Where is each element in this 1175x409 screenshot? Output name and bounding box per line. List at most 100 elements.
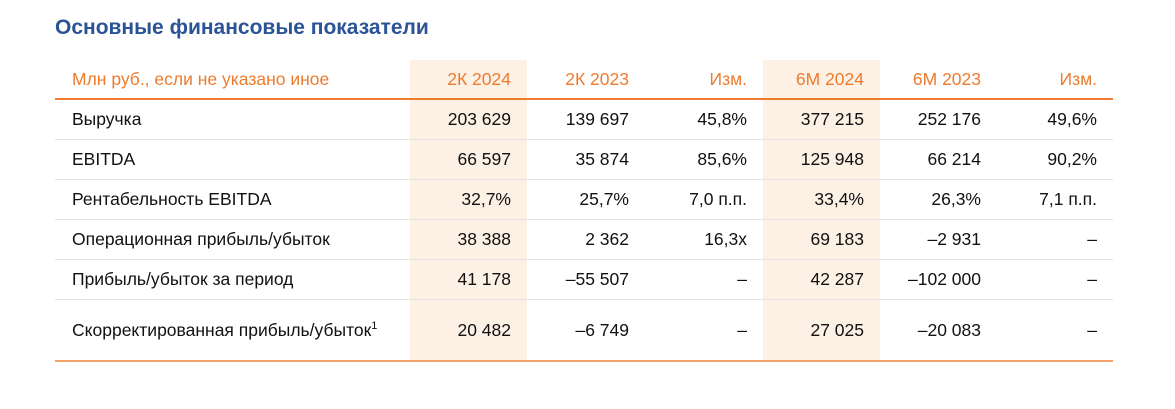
cell-value: 85,6% [645, 139, 763, 180]
cell-text: – [1087, 269, 1097, 289]
title: Основные финансовые показатели [55, 16, 429, 39]
cell-text: 42 287 [810, 269, 864, 289]
cell-text: 20 482 [457, 319, 511, 340]
cell-value: –2 931 [880, 219, 997, 260]
cell-text: Прибыль/убыток за период [72, 269, 294, 289]
cell-text: 139 697 [565, 109, 629, 129]
cell-value: 7,0 п.п. [645, 179, 763, 220]
cell-value: 26,3% [880, 179, 997, 220]
cell-text: EBITDA [72, 149, 136, 169]
cell-value: 25,7% [527, 179, 645, 220]
cell-text: Скорректированная прибыль/убыток [72, 319, 372, 340]
header-row: Млн руб., если не указано иное 2К 2024 2К … [55, 60, 1113, 100]
cell-text: 35 874 [575, 149, 629, 169]
cell-text: 69 183 [810, 229, 864, 249]
cell-value: 27 025 [763, 299, 880, 362]
table-row: Прибыль/убыток за период 41 178 –55 507 – 42… [55, 259, 1113, 300]
cell-text: 32,7% [461, 189, 511, 209]
cell-text: 41 178 [457, 269, 511, 289]
cell-value: 377 215 [763, 99, 880, 140]
table-row: Рентабельность EBITDA 32,7% 25,7% 7,0 п.п. 3… [55, 179, 1113, 220]
column-header: Млн руб., если не указано иное [55, 60, 410, 100]
cell-value: 66 214 [880, 139, 997, 180]
cell-value: 7,1 п.п. [997, 179, 1113, 220]
cell-value: 203 629 [410, 99, 527, 140]
cell-text: – [1087, 229, 1097, 249]
cell-text: –55 507 [565, 269, 629, 289]
table-row: Выручка 203 629 139 697 45,8% 377 215 252 176… [55, 99, 1113, 140]
cell-text: – [737, 319, 747, 340]
cell-value: 35 874 [527, 139, 645, 180]
cell-text: 38 388 [457, 229, 511, 249]
cell-text: 66 214 [927, 149, 981, 169]
cell-value: –102 000 [880, 259, 997, 300]
cell-value: – [997, 259, 1113, 300]
table-row: Скорректированная прибыль/убыток1 20 482 –… [55, 299, 1113, 362]
cell-text: –6 749 [575, 319, 629, 340]
cell-text: –20 083 [917, 319, 981, 340]
cell-value: – [645, 259, 763, 300]
cell-value: 139 697 [527, 99, 645, 140]
cell-text: – [737, 269, 747, 289]
cell-text: 203 629 [447, 109, 511, 129]
cell-text: –2 931 [927, 229, 981, 249]
cell-text: 377 215 [800, 109, 864, 129]
row-label: Выручка [55, 99, 410, 140]
cell-text: Рентабельность EBITDA [72, 189, 272, 209]
cell-value: 2 362 [527, 219, 645, 260]
cell-value: 90,2% [997, 139, 1113, 180]
cell-text: 33,4% [814, 189, 864, 209]
cell-value: 66 597 [410, 139, 527, 180]
cell-value: 69 183 [763, 219, 880, 260]
cell-value: –55 507 [527, 259, 645, 300]
cell-text: 90,2% [1047, 149, 1097, 169]
cell-value: – [645, 299, 763, 362]
cell-value: – [997, 299, 1113, 362]
cell-value: 16,3x [645, 219, 763, 260]
cell-value: 33,4% [763, 179, 880, 220]
cell-value: –20 083 [880, 299, 997, 362]
cell-text: –102 000 [908, 269, 981, 289]
financial-table: Млн руб., если не указано иное 2К 2024 2К … [55, 60, 1113, 362]
table-row: Операционная прибыль/убыток 38 388 2 362 16… [55, 219, 1113, 260]
column-header: 2К 2024 [410, 60, 527, 100]
cell-value: 49,6% [997, 99, 1113, 140]
footnote-mark: 1 [371, 319, 378, 332]
column-header: Изм. [645, 60, 763, 100]
cell-text: 49,6% [1047, 109, 1097, 129]
cell-value: 32,7% [410, 179, 527, 220]
cell-text: 252 176 [917, 109, 981, 129]
cell-text: 26,3% [931, 189, 981, 209]
cell-text: 16,3x [704, 229, 747, 249]
cell-text: 27 025 [810, 319, 864, 340]
cell-value: 20 482 [410, 299, 527, 362]
cell-text: 2 362 [585, 229, 629, 249]
cell-value: 252 176 [880, 99, 997, 140]
cell-text: 7,1 п.п. [1039, 189, 1097, 209]
column-header: 6М 2023 [880, 60, 997, 100]
cell-value: 42 287 [763, 259, 880, 300]
row-label: Скорректированная прибыль/убыток1 [55, 299, 410, 362]
cell-text: 7,0 п.п. [689, 189, 747, 209]
cell-text: 66 597 [457, 149, 511, 169]
cell-text: – [1087, 319, 1097, 340]
cell-value: 125 948 [763, 139, 880, 180]
row-label: Операционная прибыль/убыток [55, 219, 410, 260]
cell-value: –6 749 [527, 299, 645, 362]
cell-text: Операционная прибыль/убыток [72, 229, 330, 249]
cell-text: 125 948 [800, 149, 864, 169]
cell-text: 85,6% [697, 149, 747, 169]
row-label: EBITDA [55, 139, 410, 180]
row-label: Прибыль/убыток за период [55, 259, 410, 300]
cell-value: 45,8% [645, 99, 763, 140]
row-label: Рентабельность EBITDA [55, 179, 410, 220]
cell-text: 25,7% [579, 189, 629, 209]
cell-value: – [997, 219, 1113, 260]
column-header: 6М 2024 [763, 60, 880, 100]
cell-text: Выручка [72, 109, 142, 129]
cell-text: 45,8% [697, 109, 747, 129]
table-row: EBITDA 66 597 35 874 85,6% 125 948 66 214 90,2… [55, 139, 1113, 180]
cell-value: 41 178 [410, 259, 527, 300]
column-header: Изм. [997, 60, 1113, 100]
